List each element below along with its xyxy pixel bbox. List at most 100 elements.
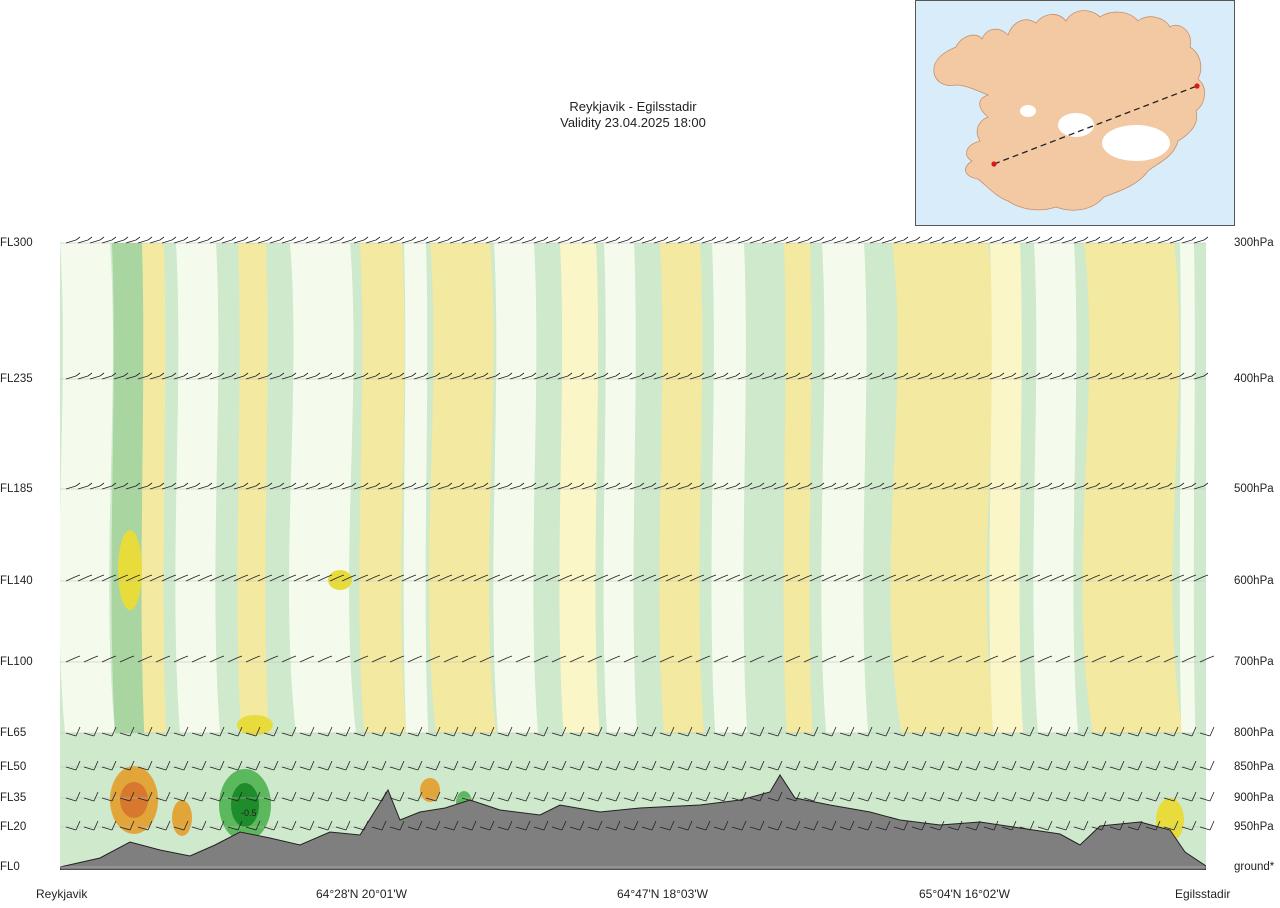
wind-barb [641, 236, 657, 244]
wind-barb [803, 791, 819, 802]
wind-barb [833, 574, 849, 582]
wind-barb [479, 791, 495, 802]
wind-barb [257, 372, 273, 380]
wind-barb [299, 791, 315, 802]
wind-barb [329, 236, 345, 244]
wind-barb [389, 791, 405, 802]
wind-barb [965, 574, 981, 582]
wind-barb [1121, 236, 1137, 244]
wind-barb [881, 482, 897, 490]
wind-barb [785, 236, 801, 244]
wind-barb [497, 760, 513, 771]
wind-barb [479, 655, 495, 663]
wind-barb [593, 482, 609, 490]
wind-barb [593, 574, 609, 582]
wind-barb [479, 726, 495, 737]
wind-barb [701, 482, 717, 490]
wind-barb [1163, 760, 1179, 771]
wind-barb [875, 820, 891, 831]
wind-barb [545, 482, 561, 490]
wind-barb [443, 655, 459, 663]
wind-barb [299, 655, 315, 663]
wind-barb [155, 760, 171, 771]
wind-barb [905, 482, 921, 490]
wind-barb [947, 791, 963, 802]
pressure-level-label: ground* [1234, 861, 1275, 873]
wind-barb [947, 655, 963, 663]
wind-barb [1193, 236, 1209, 244]
wind-barb [1049, 236, 1065, 244]
wind-barb [905, 574, 921, 582]
wind-barb [119, 760, 135, 771]
wind-barb [1163, 820, 1179, 831]
wind-barb [1193, 574, 1209, 582]
wind-barb [713, 760, 729, 771]
wind-barb [833, 372, 849, 380]
wind-barb [641, 760, 657, 771]
wind-barb [1085, 372, 1101, 380]
wind-barb [281, 791, 297, 802]
field-band [783, 243, 813, 733]
wind-barb [1019, 791, 1035, 802]
wind-barb [1127, 726, 1143, 737]
wind-barb [83, 760, 99, 771]
pressure-level-label: 500hPa [1234, 483, 1274, 495]
wind-barb [1037, 574, 1053, 582]
field-band [821, 243, 869, 733]
wind-barb [1019, 726, 1035, 737]
wind-barb [1193, 482, 1209, 490]
wind-barb [1055, 820, 1071, 831]
wind-barb [377, 482, 393, 490]
wind-barb [1121, 574, 1137, 582]
wind-barb [101, 236, 117, 244]
wind-barb [803, 820, 819, 831]
wind-barb [617, 372, 633, 380]
wind-barb [245, 791, 261, 802]
wind-barb [191, 655, 207, 663]
wind-barb [341, 372, 357, 380]
field-band [1082, 243, 1183, 733]
wind-barb [1013, 482, 1029, 490]
wind-barb [149, 574, 165, 582]
wind-barb [233, 372, 249, 380]
wind-barb [299, 820, 315, 831]
wind-barb [371, 760, 387, 771]
wind-barb [809, 574, 825, 582]
wind-barb [353, 760, 369, 771]
wind-barb [77, 482, 93, 490]
wind-barb [413, 372, 429, 380]
wind-barb [1109, 791, 1125, 802]
wind-barb [191, 726, 207, 737]
pressure-level-label: 300hPa [1234, 237, 1274, 249]
wind-barb [737, 372, 753, 380]
wind-barb [113, 372, 129, 380]
wind-barb [443, 726, 459, 737]
map-end-point [1194, 83, 1200, 89]
wind-barb [1001, 236, 1017, 244]
wind-barb [653, 482, 669, 490]
wind-barb [911, 820, 927, 831]
wind-barb [269, 236, 285, 244]
wind-barb [809, 482, 825, 490]
wind-barb [677, 820, 693, 831]
wind-barb [173, 760, 189, 771]
wind-barb [461, 820, 477, 831]
wind-barb [83, 791, 99, 802]
wind-barb [701, 574, 717, 582]
wind-barb [809, 372, 825, 380]
wind-barb [785, 820, 801, 831]
wind-barb [257, 482, 273, 490]
wind-barb [263, 820, 279, 831]
wind-barb [551, 820, 567, 831]
wind-barb [461, 236, 477, 244]
wind-barb [869, 574, 885, 582]
wind-barb [551, 791, 567, 802]
wind-barb [1097, 482, 1113, 490]
wind-barb [617, 574, 633, 582]
wind-barb [209, 791, 225, 802]
wind-barb [497, 482, 513, 490]
wind-barb [1145, 482, 1161, 490]
wind-barb [821, 574, 837, 582]
wind-barb [929, 372, 945, 380]
wind-barb [113, 236, 129, 244]
